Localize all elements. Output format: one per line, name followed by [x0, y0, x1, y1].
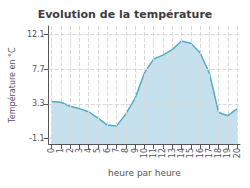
svg-text:6: 6 [103, 148, 112, 153]
svg-text:12.1: 12.1 [27, 30, 45, 39]
svg-text:7.7: 7.7 [32, 65, 45, 74]
svg-text:Température en °C: Température en °C [7, 47, 17, 124]
svg-text:18: 18 [214, 148, 223, 158]
svg-text:Evolution de la température: Evolution de la température [38, 8, 213, 21]
svg-text:3.3: 3.3 [32, 99, 45, 108]
svg-text:11: 11 [149, 148, 158, 158]
svg-text:7: 7 [112, 148, 121, 153]
svg-text:9: 9 [131, 148, 140, 153]
svg-text:20: 20 [233, 148, 242, 158]
svg-text:15: 15 [186, 148, 195, 158]
svg-text:1: 1 [56, 148, 65, 153]
svg-text:12: 12 [158, 148, 167, 158]
svg-text:4: 4 [84, 148, 93, 153]
svg-text:10: 10 [140, 148, 149, 158]
svg-text:14: 14 [177, 148, 186, 158]
svg-text:13: 13 [168, 148, 177, 158]
svg-text:19: 19 [223, 148, 232, 158]
svg-text:16: 16 [196, 148, 205, 158]
svg-text:0: 0 [47, 148, 56, 153]
svg-text:8: 8 [121, 148, 130, 153]
svg-text:17: 17 [205, 148, 214, 158]
svg-text:2: 2 [66, 148, 75, 153]
svg-text:3: 3 [75, 148, 84, 153]
svg-text:5: 5 [93, 148, 102, 153]
svg-text:heure par heure: heure par heure [108, 168, 181, 178]
svg-text:-1.1: -1.1 [29, 134, 45, 143]
